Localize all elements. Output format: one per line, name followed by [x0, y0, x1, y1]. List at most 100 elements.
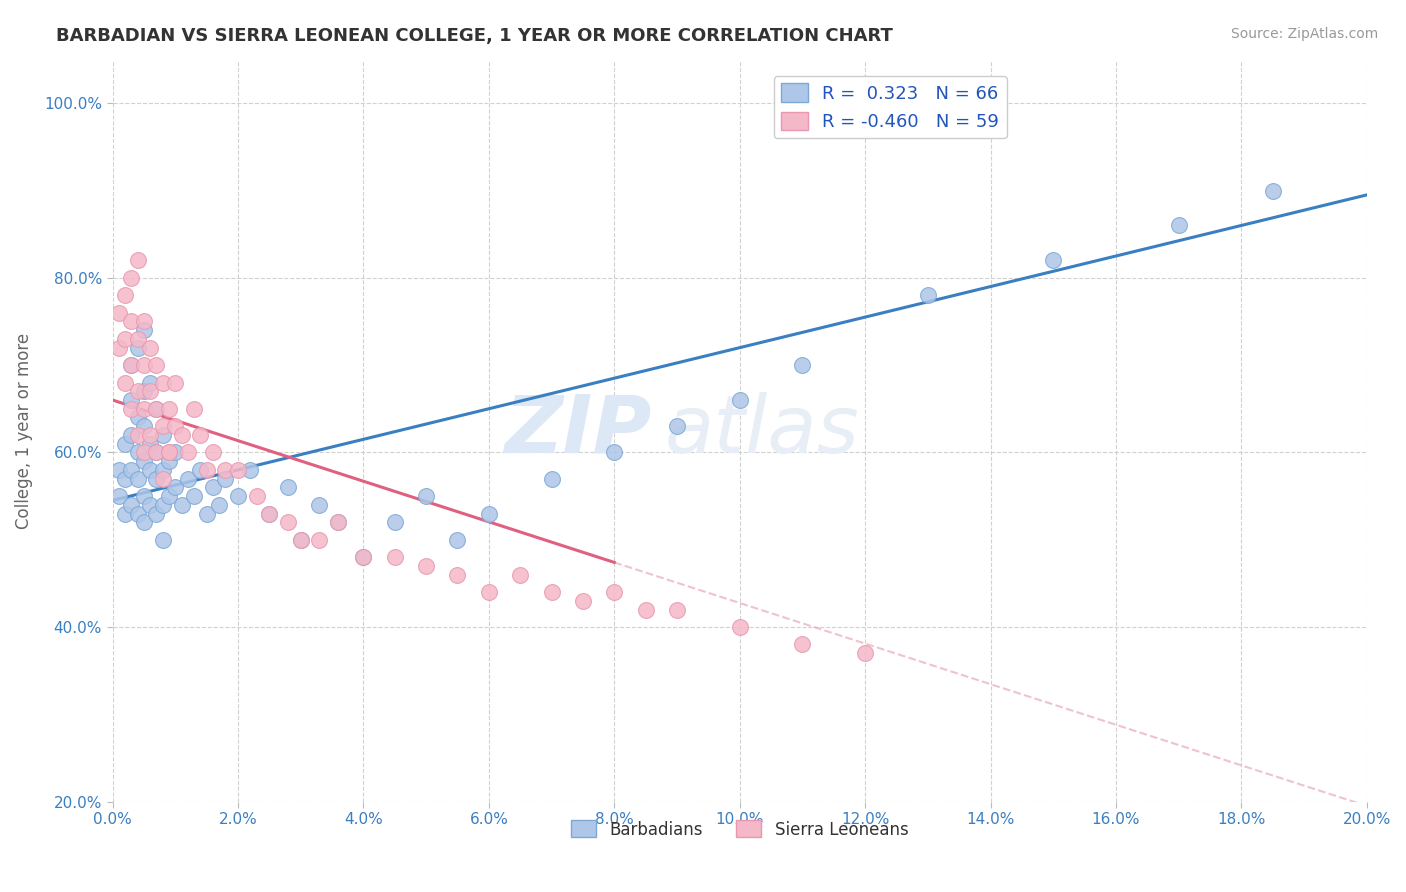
Point — [107, 463, 129, 477]
Point — [157, 454, 180, 468]
Point — [157, 445, 180, 459]
Point — [152, 463, 174, 477]
Point — [1261, 184, 1284, 198]
Point — [145, 445, 167, 459]
Point — [132, 401, 155, 416]
Legend: Barbadians, Sierra Leoneans: Barbadians, Sierra Leoneans — [564, 814, 915, 846]
Point — [853, 646, 876, 660]
Y-axis label: College, 1 year or more: College, 1 year or more — [15, 333, 32, 529]
Point — [127, 445, 149, 459]
Point — [127, 428, 149, 442]
Point — [145, 401, 167, 416]
Point — [290, 533, 312, 547]
Point — [145, 358, 167, 372]
Point — [728, 392, 751, 407]
Point — [127, 472, 149, 486]
Point — [120, 358, 142, 372]
Point — [352, 550, 374, 565]
Point — [114, 376, 136, 390]
Point — [183, 489, 205, 503]
Point — [114, 288, 136, 302]
Point — [665, 602, 688, 616]
Point — [792, 637, 814, 651]
Point — [170, 498, 193, 512]
Point — [152, 498, 174, 512]
Point — [446, 567, 468, 582]
Point — [183, 401, 205, 416]
Point — [127, 410, 149, 425]
Point — [157, 401, 180, 416]
Point — [239, 463, 262, 477]
Point — [132, 515, 155, 529]
Point — [509, 567, 531, 582]
Point — [259, 507, 281, 521]
Point — [165, 445, 187, 459]
Point — [139, 498, 162, 512]
Point — [127, 341, 149, 355]
Point — [107, 341, 129, 355]
Point — [246, 489, 269, 503]
Text: Source: ZipAtlas.com: Source: ZipAtlas.com — [1230, 27, 1378, 41]
Point — [384, 515, 406, 529]
Point — [195, 507, 218, 521]
Point — [107, 306, 129, 320]
Point — [152, 428, 174, 442]
Point — [152, 533, 174, 547]
Point — [728, 620, 751, 634]
Point — [165, 419, 187, 434]
Point — [540, 472, 562, 486]
Point — [603, 585, 626, 599]
Point — [290, 533, 312, 547]
Point — [120, 463, 142, 477]
Point — [152, 419, 174, 434]
Point — [478, 585, 501, 599]
Point — [665, 419, 688, 434]
Point — [120, 498, 142, 512]
Point — [259, 507, 281, 521]
Point — [214, 463, 236, 477]
Text: atlas: atlas — [665, 392, 859, 469]
Point — [208, 498, 231, 512]
Point — [188, 428, 211, 442]
Point — [127, 332, 149, 346]
Point — [308, 533, 330, 547]
Point — [188, 463, 211, 477]
Point — [352, 550, 374, 565]
Point — [195, 463, 218, 477]
Point — [177, 445, 200, 459]
Point — [145, 401, 167, 416]
Point — [132, 323, 155, 337]
Point — [165, 480, 187, 494]
Point — [132, 314, 155, 328]
Point — [132, 454, 155, 468]
Point — [792, 358, 814, 372]
Point — [152, 376, 174, 390]
Point — [1167, 219, 1189, 233]
Point — [132, 489, 155, 503]
Point — [127, 507, 149, 521]
Point — [120, 270, 142, 285]
Point — [415, 558, 437, 573]
Point — [152, 472, 174, 486]
Point — [114, 332, 136, 346]
Point — [157, 445, 180, 459]
Point — [120, 401, 142, 416]
Point — [132, 445, 155, 459]
Point — [277, 515, 299, 529]
Point — [308, 498, 330, 512]
Point — [132, 419, 155, 434]
Point — [540, 585, 562, 599]
Point — [170, 428, 193, 442]
Point — [120, 358, 142, 372]
Point — [107, 489, 129, 503]
Point — [1042, 253, 1064, 268]
Point — [328, 515, 350, 529]
Point — [139, 376, 162, 390]
Point — [145, 445, 167, 459]
Point — [201, 480, 224, 494]
Point — [139, 436, 162, 450]
Point — [478, 507, 501, 521]
Point — [917, 288, 939, 302]
Point — [226, 463, 249, 477]
Point — [127, 384, 149, 399]
